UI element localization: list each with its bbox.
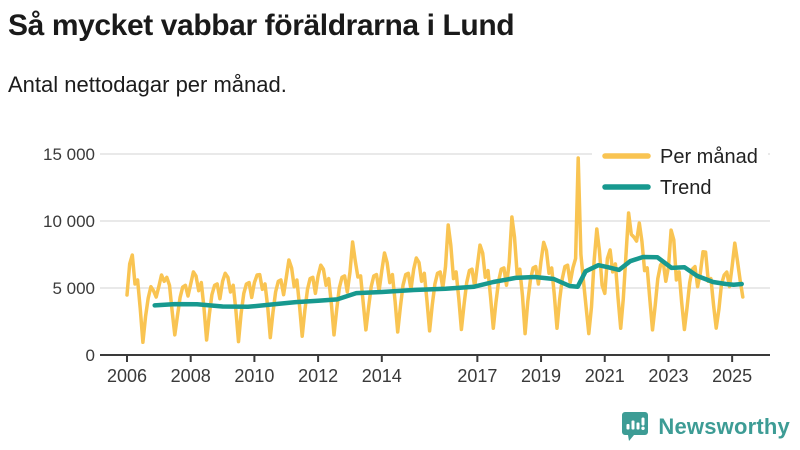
x-tick-label: 2006: [107, 366, 147, 386]
y-tick-label: 10 000: [43, 212, 95, 231]
y-tick-label: 15 000: [43, 145, 95, 164]
page-subtitle: Antal nettodagar per månad.: [8, 72, 287, 97]
y-tick-label: 5 000: [52, 279, 95, 298]
x-tick-label: 2012: [298, 366, 338, 386]
page-title: Så mycket vabbar föräldrarna i Lund: [8, 9, 515, 42]
x-tick-label: 2019: [521, 366, 561, 386]
x-tick-label: 2010: [234, 366, 274, 386]
trend-line: [152, 254, 744, 310]
y-tick-label: 0: [86, 346, 95, 365]
x-tick-label: 2025: [712, 366, 752, 386]
legend-label: Per månad: [660, 146, 758, 168]
vab-line-chart: 0 5 000 10 000 15 000 2006 2008 2010 2012 2014 20…: [43, 136, 770, 386]
newsworthy-logo[interactable]: Newsworthy: [621, 411, 790, 442]
newsworthy-chart-bubble-icon: [621, 411, 649, 442]
x-tick-label: 2017: [457, 366, 497, 386]
x-tick-label: 2021: [585, 366, 625, 386]
x-tick-label: 2008: [171, 366, 211, 386]
x-tick-label: 2023: [648, 366, 688, 386]
newsworthy-logo-text: Newsworthy: [658, 413, 790, 439]
legend-background: [592, 136, 768, 206]
per-month-line: [125, 156, 745, 345]
legend-label: Trend: [660, 177, 712, 199]
x-tick-label: 2014: [362, 366, 402, 386]
